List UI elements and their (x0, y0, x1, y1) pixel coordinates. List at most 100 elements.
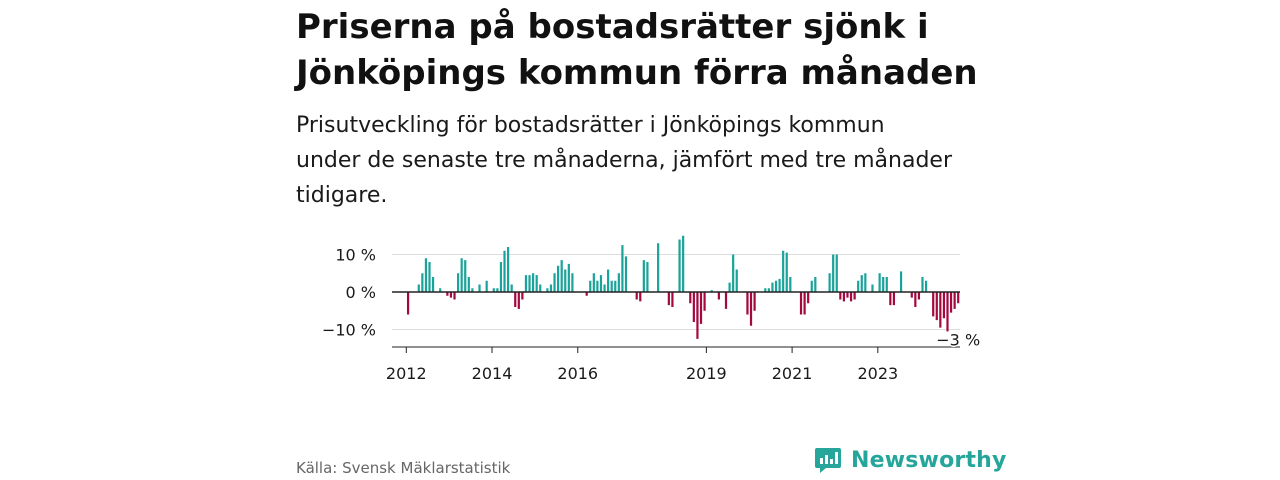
y-tick-label: −10 % (322, 321, 376, 340)
bar (814, 277, 817, 292)
bar (503, 250, 506, 292)
bar (914, 292, 917, 307)
bar (939, 292, 942, 328)
bar (585, 292, 588, 296)
bar (478, 284, 481, 292)
bar (746, 292, 749, 315)
bar (774, 280, 778, 292)
bar (424, 258, 428, 292)
bar (882, 277, 885, 292)
x-tick-label: 2012 (386, 364, 427, 383)
bar (771, 282, 774, 293)
bar (485, 280, 488, 292)
x-tick-label: 2023 (857, 364, 898, 383)
bar (467, 277, 470, 292)
bar (456, 273, 460, 292)
bar (839, 292, 842, 300)
bar (924, 280, 928, 292)
bar (835, 254, 838, 292)
brand-name: Newsworthy (851, 447, 1007, 473)
bar (528, 275, 531, 293)
bar (460, 258, 463, 292)
bar (899, 271, 903, 293)
bar (646, 262, 649, 292)
bar (678, 239, 681, 292)
bar-chart: 10 % 0 % −10 % 2012 2014 2016 2019 2021 2023 −3 % (322, 235, 982, 383)
bar (657, 243, 660, 292)
bar (624, 256, 628, 293)
bar (464, 260, 467, 293)
bar (671, 292, 674, 307)
bar (492, 288, 495, 292)
y-tick-label: 10 % (335, 246, 376, 265)
bar (510, 284, 513, 292)
bar (428, 262, 431, 292)
bar (957, 292, 960, 304)
bar (842, 292, 845, 302)
bar (532, 273, 535, 292)
bar (496, 288, 499, 292)
last-value-label: −3 % (936, 330, 980, 349)
bar (603, 284, 606, 292)
bar (785, 252, 788, 293)
bar (539, 284, 542, 292)
bar (417, 284, 420, 292)
bar (610, 280, 613, 292)
chart-subtitle: Prisutveckling för bostadsrätter i Jönkö… (296, 113, 952, 208)
bar (921, 277, 924, 292)
bar (724, 292, 728, 309)
bar (803, 292, 806, 315)
bar (728, 282, 731, 293)
bar (807, 292, 810, 304)
bar (789, 277, 792, 292)
bar (935, 292, 938, 321)
bar (953, 292, 956, 309)
bar (553, 273, 556, 292)
bar (592, 273, 595, 292)
x-tick-label: 2019 (686, 364, 727, 383)
bar (617, 273, 620, 292)
bar (564, 269, 567, 292)
x-tick-label: 2021 (772, 364, 813, 383)
bar (449, 292, 453, 298)
bar (946, 292, 949, 332)
bar (778, 278, 781, 293)
bar (782, 250, 785, 292)
bar (749, 292, 753, 326)
bar (860, 275, 863, 293)
bar (514, 292, 517, 307)
bar (889, 292, 892, 306)
bar (560, 260, 563, 293)
bar (614, 280, 617, 292)
bar (846, 292, 849, 298)
bar (439, 288, 442, 292)
bar (692, 292, 695, 322)
bar (710, 290, 713, 293)
bar (885, 277, 888, 292)
bar (406, 292, 410, 315)
bar (832, 254, 835, 292)
brand-logo: Newsworthy (814, 446, 1007, 474)
bar (764, 288, 767, 292)
bar (828, 273, 831, 292)
bar (717, 292, 720, 300)
bar (910, 292, 913, 298)
bar (682, 235, 685, 292)
bar (557, 265, 560, 292)
bar (571, 273, 574, 292)
bar (421, 273, 424, 292)
bar (857, 280, 860, 292)
bar (506, 247, 510, 292)
bar (589, 280, 592, 292)
bar (878, 273, 881, 292)
bar (535, 275, 538, 293)
bar (849, 292, 853, 302)
bar (871, 284, 874, 292)
x-tick-label: 2014 (472, 364, 513, 383)
bar (667, 292, 670, 306)
bar (917, 292, 921, 300)
bar (949, 292, 953, 313)
bar (864, 273, 867, 292)
bar (892, 292, 896, 306)
bar (567, 263, 570, 293)
